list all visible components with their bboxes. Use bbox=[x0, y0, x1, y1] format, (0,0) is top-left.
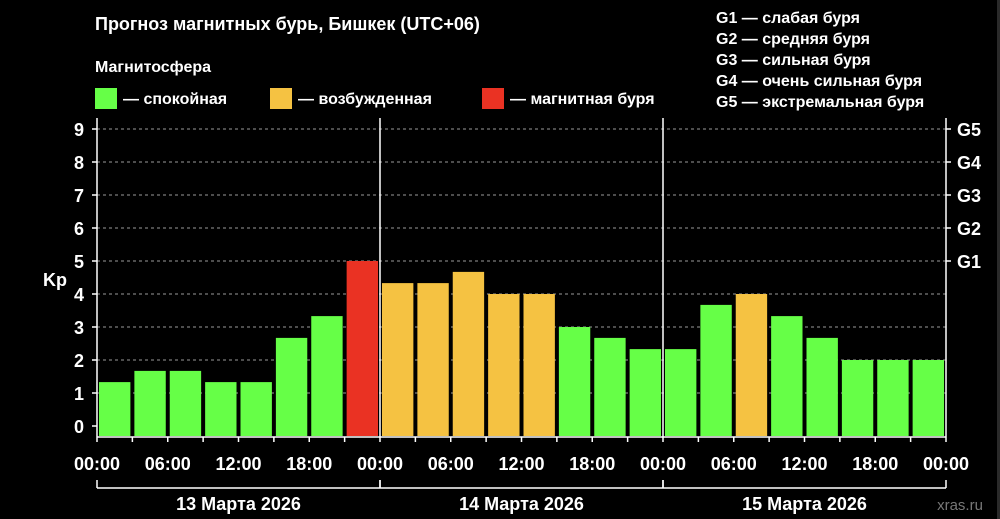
bar-kp bbox=[134, 370, 166, 436]
legend-swatch-3 bbox=[482, 88, 504, 109]
g-level-label: G2 bbox=[957, 219, 981, 239]
x-tick-label: 06:00 bbox=[428, 454, 474, 474]
day-label: 13 Марта 2026 bbox=[176, 494, 301, 514]
bar-kp bbox=[240, 382, 272, 436]
day-label: 14 Марта 2026 bbox=[459, 494, 584, 514]
y-tick-label: 1 bbox=[74, 384, 84, 404]
watermark: xras.ru bbox=[937, 497, 983, 514]
bar-kp bbox=[558, 327, 591, 436]
bar-kp bbox=[99, 382, 131, 436]
bar-kp bbox=[417, 283, 449, 436]
bar-kp bbox=[841, 360, 874, 436]
legend-swatch-2 bbox=[270, 88, 292, 109]
y-tick-label: 2 bbox=[74, 351, 84, 371]
g-level-label: G4 bbox=[957, 153, 981, 173]
bar-kp bbox=[735, 294, 768, 436]
bar-kp bbox=[665, 349, 697, 436]
legend-swatch-1 bbox=[95, 88, 117, 109]
bar-kp bbox=[382, 283, 414, 436]
y-tick-label: 7 bbox=[74, 186, 84, 206]
axes: 0 1 2 3 4 5 6 7 8 9 G1 G2 G3 G4 G5 00:00 06:00 12:00 18:00… bbox=[74, 118, 981, 514]
bar-kp bbox=[700, 304, 732, 436]
x-tick-label: 00:00 bbox=[923, 454, 969, 474]
g-level-label: G1 bbox=[957, 252, 981, 272]
x-tick-label: 12:00 bbox=[781, 454, 827, 474]
storm-level-legend-item: G5 — экстремальная буря bbox=[716, 94, 924, 111]
legend-title: Магнитосфера bbox=[95, 59, 211, 76]
x-tick-label: 00:00 bbox=[74, 454, 120, 474]
g-level-label: G5 bbox=[957, 120, 981, 140]
x-tick-label: 06:00 bbox=[711, 454, 757, 474]
x-tick-label: 18:00 bbox=[852, 454, 898, 474]
bar-kp bbox=[877, 360, 909, 436]
chart-title: Прогноз магнитных бурь, Бишкек (UTC+06) bbox=[95, 14, 480, 34]
x-tick-label: 00:00 bbox=[357, 454, 403, 474]
y-tick-label: 8 bbox=[74, 153, 84, 173]
bar-kp bbox=[205, 382, 237, 436]
day-label: 15 Марта 2026 bbox=[742, 494, 867, 514]
color-legend: — спокойная — возбужденная — магнитная бур… bbox=[95, 88, 655, 109]
storm-level-legend: G1 — слабая буря G2 — средняя буря G3 — си… bbox=[716, 10, 924, 111]
storm-level-legend-item: G3 — сильная буря bbox=[716, 52, 871, 69]
bar-kp bbox=[169, 370, 202, 436]
x-tick-label: 18:00 bbox=[286, 454, 332, 474]
right-frame-border bbox=[997, 0, 1000, 519]
x-tick-label: 00:00 bbox=[640, 454, 686, 474]
y-tick-label: 0 bbox=[74, 417, 84, 437]
y-tick-label: 9 bbox=[74, 120, 84, 140]
y-tick-label: 4 bbox=[74, 285, 84, 305]
bar-kp bbox=[346, 261, 379, 436]
bar-kp bbox=[311, 316, 343, 436]
g-level-label: G3 bbox=[957, 186, 981, 206]
bar-kp bbox=[275, 337, 308, 436]
bar-kp bbox=[771, 316, 803, 436]
storm-level-legend-item: G4 — очень сильная буря bbox=[716, 73, 922, 90]
legend-label-3: — магнитная буря bbox=[510, 91, 655, 108]
bar-kp bbox=[806, 337, 838, 436]
bar-kp bbox=[452, 271, 485, 436]
x-tick-label: 12:00 bbox=[215, 454, 261, 474]
bar-kp bbox=[912, 360, 945, 436]
storm-level-legend-item: G2 — средняя буря bbox=[716, 31, 870, 48]
x-tick-label: 06:00 bbox=[145, 454, 191, 474]
y-tick-label: 6 bbox=[74, 219, 84, 239]
y-tick-label: 3 bbox=[74, 318, 84, 338]
x-tick-label: 12:00 bbox=[498, 454, 544, 474]
legend-label-2: — возбужденная bbox=[298, 91, 432, 108]
bar-kp bbox=[594, 337, 626, 436]
bar-kp bbox=[488, 294, 520, 436]
y-tick-label: 5 bbox=[74, 252, 84, 272]
storm-level-legend-item: G1 — слабая буря bbox=[716, 10, 860, 27]
legend-label-1: — спокойная bbox=[123, 91, 227, 108]
x-tick-label: 18:00 bbox=[569, 454, 615, 474]
y-axis-label: Kp bbox=[43, 270, 67, 290]
bar-kp bbox=[523, 294, 555, 436]
bars bbox=[99, 261, 945, 436]
bar-kp bbox=[629, 349, 662, 436]
